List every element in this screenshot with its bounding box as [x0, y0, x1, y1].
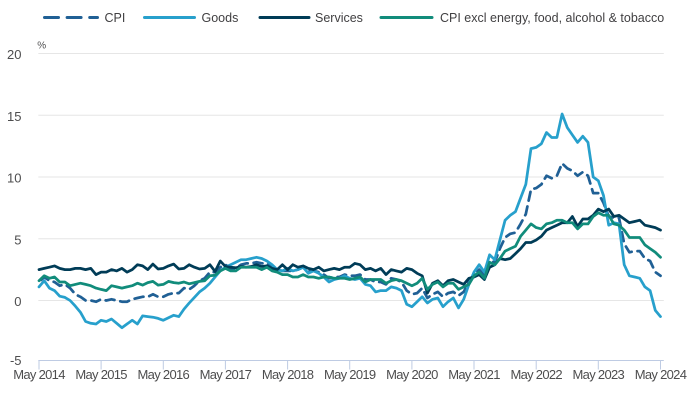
svg-text:May 2023: May 2023: [573, 367, 625, 382]
svg-text:5: 5: [14, 232, 21, 247]
svg-text:20: 20: [7, 47, 21, 62]
svg-text:May 2020: May 2020: [386, 367, 438, 382]
svg-text:May 2021: May 2021: [448, 367, 500, 382]
svg-text:Services: Services: [315, 11, 363, 25]
svg-text:CPI excl energy, food, alcohol: CPI excl energy, food, alcohol & tobacco: [440, 11, 664, 25]
svg-text:May 2016: May 2016: [138, 367, 190, 382]
svg-text:0: 0: [14, 294, 21, 309]
svg-text:CPI: CPI: [105, 11, 126, 25]
svg-text:May 2017: May 2017: [200, 367, 252, 382]
svg-text:May 2022: May 2022: [510, 367, 562, 382]
svg-text:15: 15: [7, 109, 21, 124]
svg-text:May 2024: May 2024: [635, 367, 687, 382]
svg-text:10: 10: [7, 171, 21, 186]
svg-text:%: %: [37, 41, 46, 52]
svg-text:-5: -5: [10, 353, 22, 368]
svg-text:May 2019: May 2019: [324, 367, 376, 382]
svg-text:May 2018: May 2018: [262, 367, 314, 382]
svg-text:May 2015: May 2015: [75, 367, 127, 382]
svg-text:May 2014: May 2014: [13, 367, 65, 382]
svg-text:Goods: Goods: [202, 11, 239, 25]
